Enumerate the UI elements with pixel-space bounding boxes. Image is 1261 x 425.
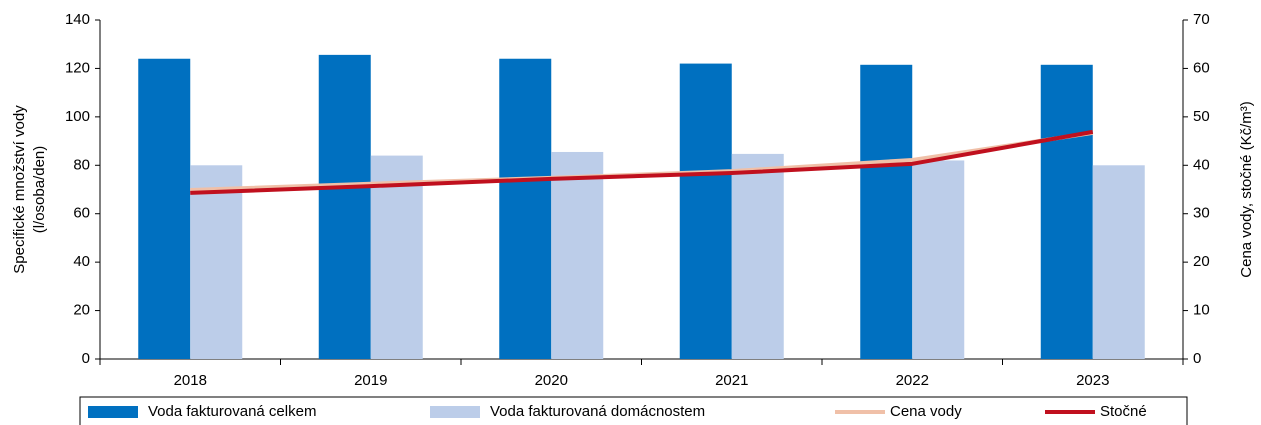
y-tick-label: 80 <box>73 156 90 173</box>
legend-swatch <box>430 406 480 418</box>
y-tick-label: 20 <box>73 302 90 319</box>
legend-label: Cena vody <box>890 403 962 420</box>
bar <box>860 64 913 360</box>
y-axis-label: (l/osoba/den) <box>31 146 48 234</box>
bar <box>370 155 423 359</box>
y2-tick-label: 20 <box>1193 253 1210 270</box>
x-tick-label: 2019 <box>354 372 387 389</box>
y2-tick-label: 0 <box>1193 350 1201 367</box>
bar <box>318 54 371 360</box>
y2-tick-label: 60 <box>1193 59 1210 76</box>
y2-tick-label: 50 <box>1193 108 1210 125</box>
x-tick-label: 2020 <box>535 372 568 389</box>
y-tick-label: 100 <box>65 108 90 125</box>
y2-tick-label: 40 <box>1193 156 1210 173</box>
bar <box>1092 165 1145 359</box>
bar <box>190 165 243 359</box>
x-tick-label: 2018 <box>174 372 207 389</box>
bar <box>551 151 604 359</box>
y-tick-label: 140 <box>65 11 90 28</box>
y-tick-label: 60 <box>73 205 90 222</box>
y-tick-label: 40 <box>73 253 90 270</box>
bar <box>912 160 965 359</box>
legend-swatch <box>88 406 138 418</box>
legend-label: Stočné <box>1100 403 1147 420</box>
y2-axis-label: Cena vody, stočné (Kč/m³) <box>1238 101 1255 277</box>
x-tick-label: 2022 <box>896 372 929 389</box>
y2-tick-label: 30 <box>1193 205 1210 222</box>
x-tick-label: 2023 <box>1076 372 1109 389</box>
y-axis-label: Specifické množství vody <box>11 105 28 274</box>
bar <box>138 58 191 359</box>
line-series <box>190 129 1094 195</box>
y-tick-label: 120 <box>65 59 90 76</box>
bar <box>679 63 732 359</box>
legend-label: Voda fakturovaná domácnostem <box>490 403 705 420</box>
legend-label: Voda fakturovaná celkem <box>148 403 316 420</box>
bar <box>499 58 552 359</box>
y-tick-label: 0 <box>82 350 90 367</box>
bar <box>1040 64 1093 360</box>
y2-tick-label: 10 <box>1193 302 1210 319</box>
legend-box <box>79 396 1188 425</box>
x-tick-label: 2021 <box>715 372 748 389</box>
bar <box>731 153 784 359</box>
y2-tick-label: 70 <box>1193 11 1210 28</box>
